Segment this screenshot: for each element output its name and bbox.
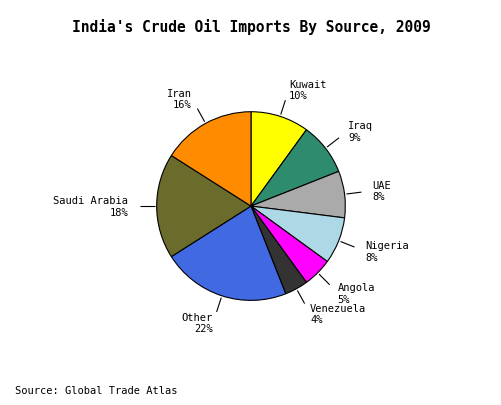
Text: Source: Global Trade Atlas: Source: Global Trade Atlas [15,385,177,395]
Wedge shape [250,130,338,207]
Wedge shape [250,207,306,294]
Wedge shape [250,207,344,262]
Wedge shape [250,207,327,283]
Text: Nigeria
8%: Nigeria 8% [364,241,408,262]
Text: Iraq
9%: Iraq 9% [347,121,372,142]
Wedge shape [171,207,285,301]
Title: India's Crude Oil Imports By Source, 2009: India's Crude Oil Imports By Source, 200… [72,19,429,35]
Wedge shape [171,113,250,207]
Text: Kuwait
10%: Kuwait 10% [288,79,326,101]
Text: Other
22%: Other 22% [181,312,213,334]
Wedge shape [156,156,250,257]
Text: Venezuela
4%: Venezuela 4% [310,303,366,324]
Text: Iran
16%: Iran 16% [167,89,191,110]
Wedge shape [250,172,345,218]
Text: Angola
5%: Angola 5% [337,282,374,304]
Wedge shape [250,113,306,207]
Text: UAE
8%: UAE 8% [372,181,391,202]
Text: Saudi Arabia
18%: Saudi Arabia 18% [53,196,128,217]
